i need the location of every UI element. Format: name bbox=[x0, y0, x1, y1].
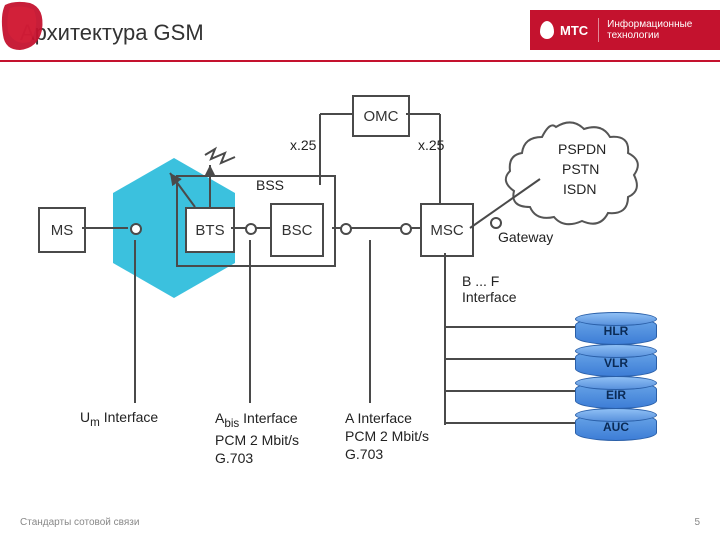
cyl-eir: EIR bbox=[575, 381, 657, 409]
dot-bts-bsc bbox=[245, 223, 257, 235]
dot-ms-hex bbox=[130, 223, 142, 235]
dot-gateway bbox=[490, 217, 502, 229]
title-rule bbox=[0, 60, 720, 62]
gsm-diagram: MS BTS BSC OMC MSC bbox=[0, 65, 720, 505]
mts-logo: МТС Информационные технологии bbox=[530, 10, 720, 50]
logo-brand: МТС bbox=[560, 23, 588, 38]
cloud-pspdn: PSPDN bbox=[558, 141, 606, 157]
logo-sub-line2: технологии bbox=[607, 30, 692, 41]
logo-egg-icon bbox=[540, 21, 554, 39]
cyl-auc: AUC bbox=[575, 413, 657, 441]
footer-left: Стандарты сотовой связи bbox=[20, 517, 139, 528]
cloud-pstn: PSTN bbox=[562, 161, 599, 177]
brush-decoration bbox=[0, 0, 50, 55]
logo-subtitle: Информационные технологии bbox=[607, 19, 692, 41]
cyl-hlr: HLR bbox=[575, 317, 657, 345]
page-number: 5 bbox=[694, 517, 700, 528]
label-x25-right: x.25 bbox=[418, 137, 444, 153]
dot-bsc-msc1 bbox=[340, 223, 352, 235]
logo-sub-line1: Информационные bbox=[607, 19, 692, 30]
cyl-vlr: VLR bbox=[575, 349, 657, 377]
label-a: A InterfacePCM 2 Mbit/sG.703 bbox=[345, 409, 429, 464]
logo-divider bbox=[598, 18, 599, 42]
label-bss: BSS bbox=[256, 177, 284, 193]
label-abis: Abis Interface PCM 2 Mbit/sG.703 bbox=[215, 409, 299, 467]
label-um: Um Interface bbox=[80, 409, 158, 429]
label-x25-left: x.25 bbox=[290, 137, 316, 153]
dot-bsc-msc2 bbox=[400, 223, 412, 235]
label-gateway: Gateway bbox=[498, 229, 553, 245]
label-bif: B ... FInterface bbox=[462, 273, 516, 305]
cloud-isdn: ISDN bbox=[563, 181, 596, 197]
